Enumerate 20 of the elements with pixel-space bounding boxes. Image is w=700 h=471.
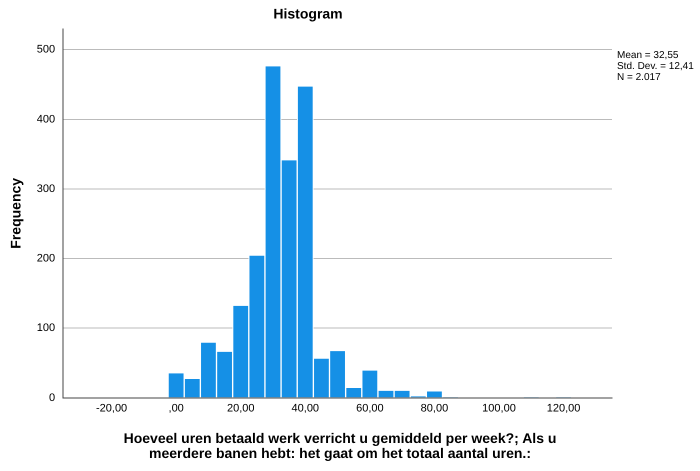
y-tick-label: 500 bbox=[36, 44, 56, 56]
y-tick-label: 100 bbox=[36, 322, 56, 334]
x-tick-label: 60,00 bbox=[356, 402, 384, 414]
x-axis-title: Hoeveel uren betaald werk verricht u gemiddeld per week?; Als u meerdere banen hebt: het gaat om het totaal aantal uren.: bbox=[122, 430, 558, 461]
y-tick-label: 0 bbox=[49, 392, 56, 404]
y-tick-label: 300 bbox=[36, 182, 56, 195]
text: Mean = 32,55 bbox=[617, 50, 680, 61]
y-tick-label: 400 bbox=[36, 113, 56, 126]
x-tick-label: 120,00 bbox=[546, 402, 580, 414]
x-tick-label: 20,00 bbox=[226, 402, 254, 414]
y-axis-title: Frequency bbox=[7, 178, 24, 249]
x-tick-label: ,00 bbox=[168, 402, 184, 414]
chart-title: Histogram bbox=[273, 5, 343, 22]
x-tick-label: -20,00 bbox=[96, 402, 128, 414]
text: Std. Dev. = 12,41 bbox=[617, 61, 694, 72]
x-tick-label: 40,00 bbox=[292, 402, 320, 414]
x-tick-label: 80,00 bbox=[420, 402, 448, 414]
x-tick-label: 100,00 bbox=[482, 402, 516, 414]
y-tick-label: 200 bbox=[36, 252, 56, 265]
text: N = 2.017 bbox=[617, 72, 662, 83]
